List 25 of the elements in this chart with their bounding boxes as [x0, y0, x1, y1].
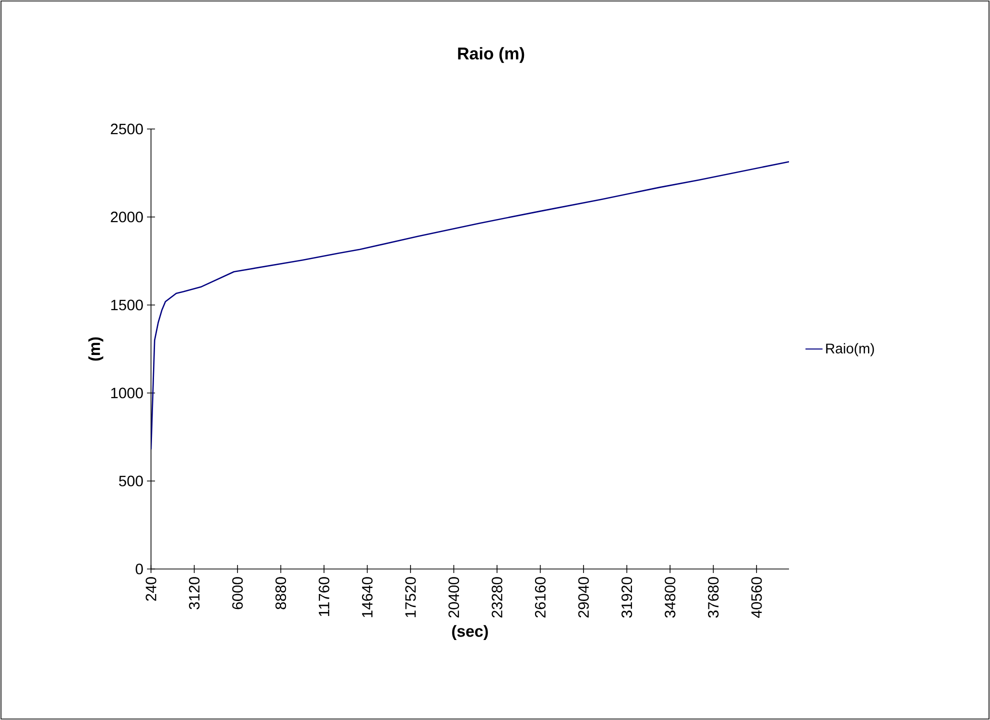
y-tick-label: 500	[119, 476, 143, 486]
y-tick-label: 1500	[111, 300, 143, 310]
x-tick-label: 40560	[751, 577, 762, 618]
x-tick-label: 14640	[362, 577, 373, 618]
x-tick-label: 37680	[708, 577, 719, 618]
y-tick-label: 2000	[110, 212, 143, 222]
legend-label: Raio(m)	[826, 343, 874, 356]
x-tick-label: 29040	[578, 577, 589, 618]
x-tick-label: 20400	[448, 577, 460, 618]
x-tick-label: 3120	[188, 577, 200, 610]
x-tick-label: 34800	[664, 577, 676, 618]
x-tick-label: 240	[146, 577, 156, 601]
x-tick-label: 11760	[318, 577, 330, 616]
x-tick-label: 6000	[232, 577, 243, 610]
chart-title: Raio (m)	[458, 47, 524, 63]
x-tick-label: 26160	[534, 577, 546, 618]
y-tick-label: 2500	[110, 124, 143, 134]
x-tick-label: 8880	[275, 577, 286, 610]
x-tick-label: 23280	[492, 577, 502, 618]
x-tick-label: 31920	[621, 577, 632, 618]
y-tick-label: 0	[136, 564, 143, 574]
y-tick-label: 1000	[111, 388, 143, 398]
x-tick-label: 17520	[405, 577, 416, 618]
x-axis-title: (sec)	[452, 625, 488, 640]
y-axis-title: (m)	[88, 337, 104, 361]
